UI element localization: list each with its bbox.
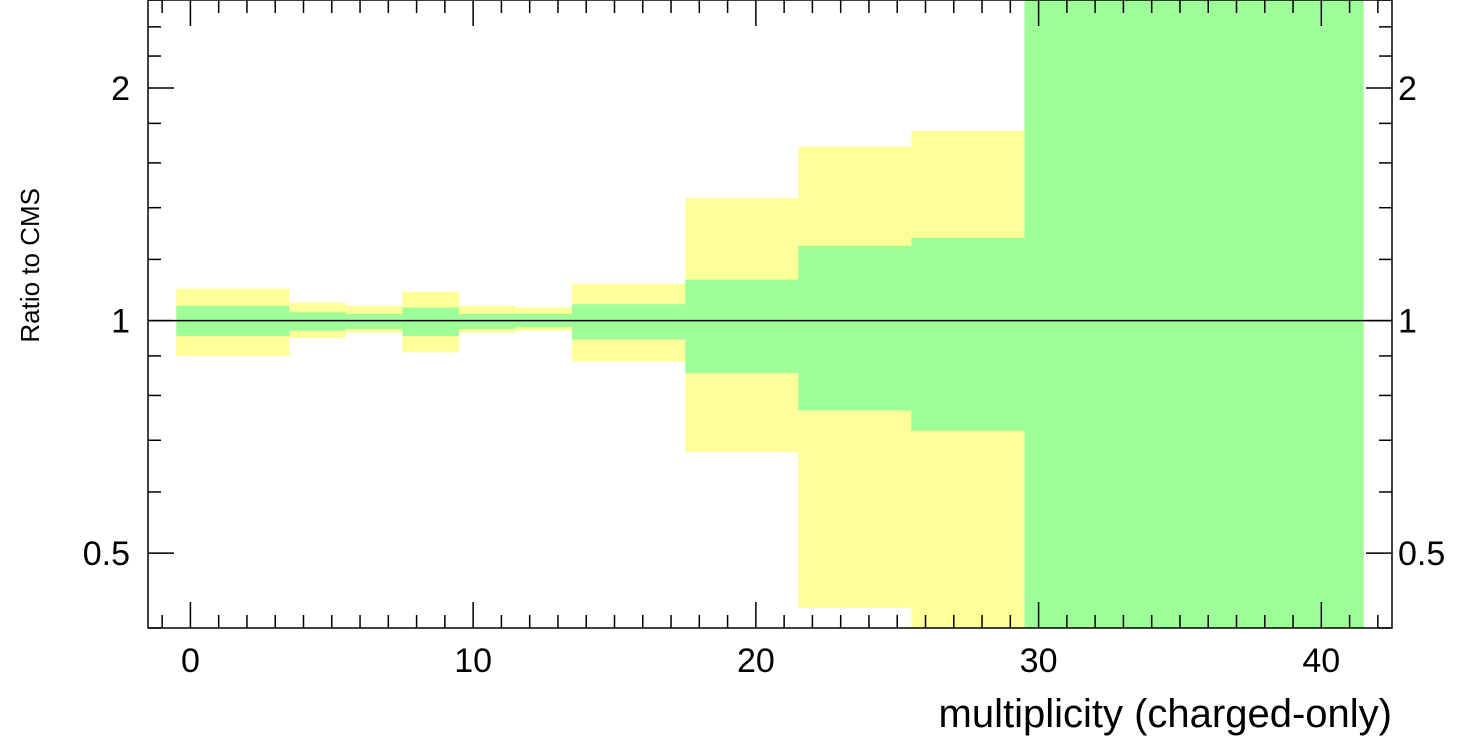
x-tick-labels: 0 10 20 30 40 (181, 642, 1340, 680)
inner-band-bin (1024, 0, 1364, 628)
plot-frame (147, 0, 1393, 629)
axis-ticks (148, 0, 1392, 629)
y-tick-label: 2 (111, 70, 130, 108)
y-tick-label-right: 2 (1398, 70, 1417, 108)
x-tick-label: 10 (454, 642, 492, 680)
y-tick-label: 1 (111, 303, 130, 341)
inner-uncertainty-band (176, 0, 1364, 628)
x-tick-label: 0 (181, 642, 200, 680)
x-axis-label: multiplicity (charged-only) (939, 692, 1392, 736)
inner-band-bin (572, 304, 686, 340)
inner-band-bin (685, 279, 799, 374)
inner-band-bin (459, 313, 516, 330)
inner-band-bin (911, 237, 1025, 431)
inner-band-bin (289, 312, 346, 331)
inner-band-bin (798, 245, 912, 411)
inner-band-bin (345, 313, 403, 330)
y-tick-labels: 0.5 0.5 1 1 2 2 (83, 70, 1446, 573)
y-tick-label-right: 1 (1398, 303, 1417, 341)
y-axis-label: Ratio to CMS (15, 188, 45, 343)
x-tick-label: 40 (1302, 642, 1340, 680)
y-tick-label-right: 0.5 (1398, 535, 1445, 573)
x-tick-label: 20 (737, 642, 775, 680)
x-tick-label: 30 (1020, 642, 1058, 680)
y-tick-label: 0.5 (83, 535, 130, 573)
inner-band-bin (402, 307, 459, 337)
